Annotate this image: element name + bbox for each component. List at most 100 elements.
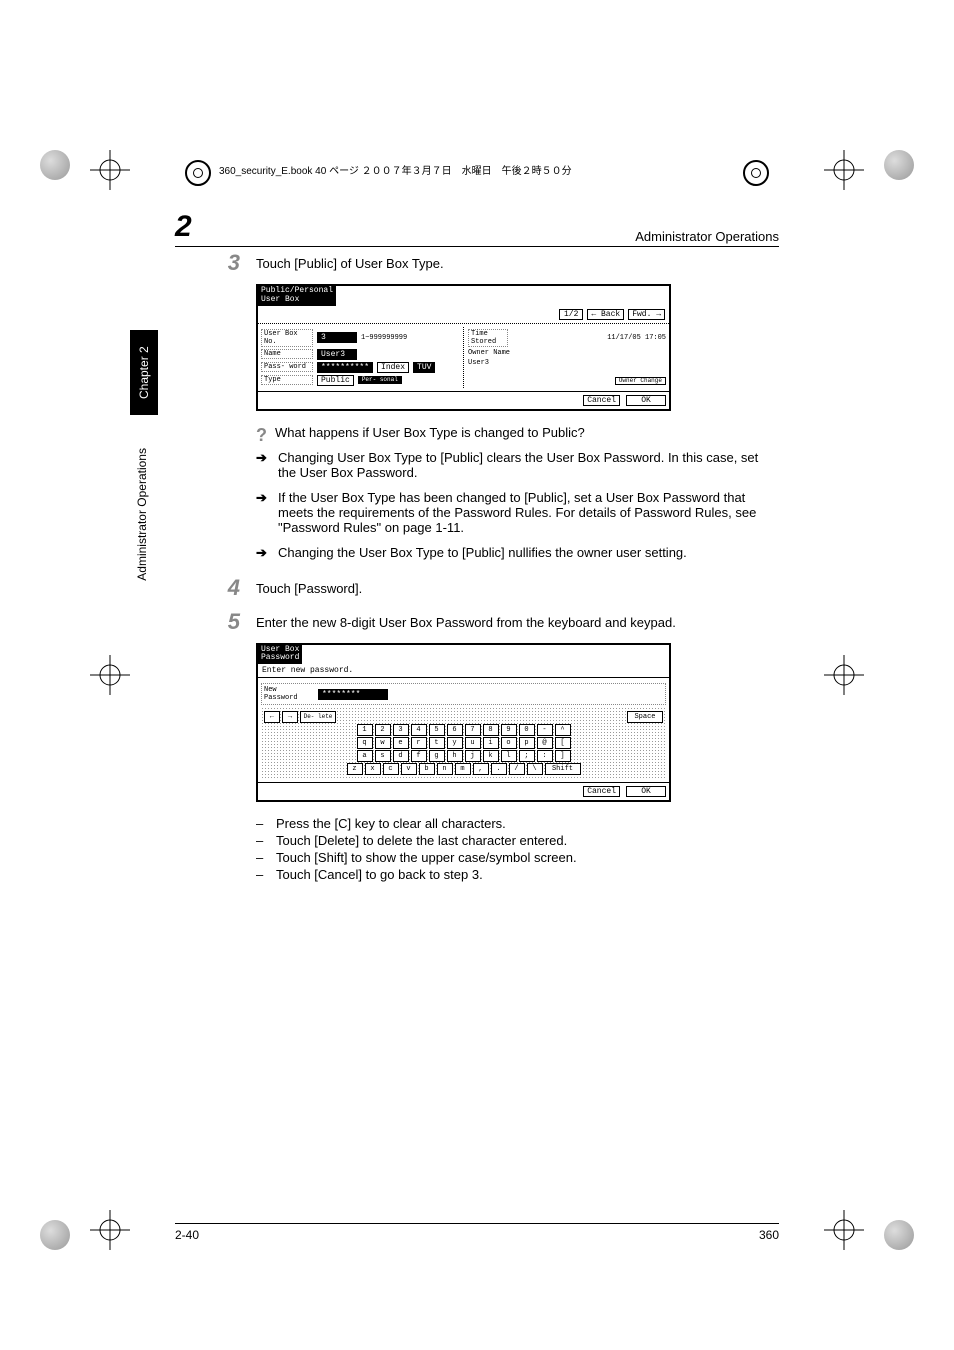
screen-subtitle: Enter new password. [258, 664, 669, 678]
keyboard-key[interactable]: s [375, 750, 391, 762]
password-entry-screen: User BoxPassword Enter new password. New… [256, 643, 671, 803]
boxno-range: 1~999999999 [361, 334, 407, 342]
keyboard-key[interactable]: 9 [501, 724, 517, 736]
cancel-button[interactable]: Cancel [583, 395, 620, 406]
keyboard-key[interactable]: b [419, 763, 435, 775]
keyboard-key[interactable]: x [365, 763, 381, 775]
index-button[interactable]: Index [377, 362, 409, 373]
keyboard-key[interactable]: o [501, 737, 517, 749]
keyboard-key[interactable]: e [393, 737, 409, 749]
ok-button[interactable]: OK [626, 395, 666, 406]
list-item: Touch [Shift] to show the upper case/sym… [276, 850, 577, 865]
keyboard-key[interactable]: 5 [429, 724, 445, 736]
keyboard-key[interactable]: ^ [555, 724, 571, 736]
dash-icon: – [256, 833, 266, 848]
keyboard-key[interactable]: 8 [483, 724, 499, 736]
userbox-type-screen: Public/PersonalUser Box 1/2 ← Back Fwd. … [256, 284, 671, 411]
chapter-tab-label: Chapter 2 [137, 346, 151, 399]
keyboard-key[interactable]: j [465, 750, 481, 762]
keyboard-key[interactable]: : [537, 750, 553, 762]
keyboard-key[interactable]: i [483, 737, 499, 749]
crop-mark [90, 655, 130, 695]
newpassword-field[interactable]: ******** [318, 689, 388, 700]
keyboard-key[interactable]: 1 [357, 724, 373, 736]
step-text: Touch [Public] of User Box Type. [256, 250, 779, 276]
keyboard-key[interactable]: z [347, 763, 363, 775]
ok-button[interactable]: OK [626, 786, 666, 797]
keyboard-key[interactable]: . [491, 763, 507, 775]
keyboard-key[interactable]: c [383, 763, 399, 775]
keyboard-key[interactable]: d [393, 750, 409, 762]
keyboard-key[interactable]: p [519, 737, 535, 749]
keyboard-key[interactable]: n [437, 763, 453, 775]
crop-mark [824, 655, 864, 695]
arrow-icon: ➔ [256, 490, 270, 535]
keyboard-key[interactable]: 0 [519, 724, 535, 736]
keyboard-key[interactable]: / [509, 763, 525, 775]
dash-icon: – [256, 867, 266, 882]
keyboard-key[interactable]: , [473, 763, 489, 775]
personal-button[interactable]: Per- sonal [358, 376, 402, 384]
space-key[interactable]: Space [627, 711, 663, 723]
keyboard-key[interactable]: [ [555, 737, 571, 749]
keyboard-key[interactable]: y [447, 737, 463, 749]
keyboard-key[interactable]: 2 [375, 724, 391, 736]
corner-dot [884, 150, 914, 180]
name-label: Name [261, 349, 313, 359]
name-value[interactable]: User3 [317, 349, 357, 360]
timestored-value: 11/17/05 17:05 [512, 334, 666, 342]
keyboard-key[interactable]: g [429, 750, 445, 762]
keyboard-key[interactable]: q [357, 737, 373, 749]
keyboard-key[interactable]: a [357, 750, 373, 762]
password-value[interactable]: ********** [317, 362, 373, 373]
file-info: 360_security_E.book 40 ページ ２００７年３月７日 水曜日… [219, 162, 688, 177]
step-number: 5 [220, 609, 240, 635]
fwd-button[interactable]: Fwd. → [628, 309, 665, 320]
keyboard-key[interactable]: u [465, 737, 481, 749]
crop-mark [824, 1210, 864, 1250]
keyboard-key[interactable]: @ [537, 737, 553, 749]
footer-left: 2-40 [175, 1228, 199, 1242]
owner-change-button[interactable]: Owner Change [615, 377, 666, 385]
newpassword-label: New Password [264, 686, 314, 702]
keyboard-key[interactable]: t [429, 737, 445, 749]
arrow-right-key[interactable]: → [282, 711, 298, 723]
content-area: 3 Touch [Public] of User Box Type. Publi… [220, 250, 779, 1210]
keyboard-key[interactable]: 7 [465, 724, 481, 736]
answer-text: If the User Box Type has been changed to… [278, 490, 779, 535]
dash-icon: – [256, 850, 266, 865]
keyboard-key[interactable]: l [501, 750, 517, 762]
shift-key[interactable]: Shift [545, 763, 581, 775]
question-icon: ? [256, 425, 267, 446]
list-item: Touch [Cancel] to go back to step 3. [276, 867, 483, 882]
keyboard-key[interactable]: w [375, 737, 391, 749]
keyboard-key[interactable]: ] [555, 750, 571, 762]
page-frame: 360_security_E.book 40 ページ ２００７年３月７日 水曜日… [130, 150, 824, 1250]
ownername-value: User3 [468, 359, 489, 367]
keyboard-key[interactable]: 4 [411, 724, 427, 736]
keyboard-key[interactable]: \ [527, 763, 543, 775]
keyboard-key[interactable]: 6 [447, 724, 463, 736]
keyboard-key[interactable]: r [411, 737, 427, 749]
cancel-button[interactable]: Cancel [583, 786, 620, 797]
back-button[interactable]: ← Back [587, 309, 624, 320]
keyboard-key[interactable]: ; [519, 750, 535, 762]
crop-mark [90, 150, 130, 190]
keyboard-key[interactable]: m [455, 763, 471, 775]
keyboard-key[interactable]: v [401, 763, 417, 775]
keyboard-key[interactable]: h [447, 750, 463, 762]
arrow-left-key[interactable]: ← [264, 711, 280, 723]
keyboard-key[interactable]: f [411, 750, 427, 762]
corner-dot [40, 150, 70, 180]
keyboard-key[interactable]: 3 [393, 724, 409, 736]
delete-key[interactable]: De- lete [300, 711, 336, 723]
binder-ring-icon [185, 160, 211, 186]
public-button[interactable]: Public [317, 375, 354, 386]
dash-icon: – [256, 816, 266, 831]
boxno-value[interactable]: 3 [317, 332, 357, 343]
keyboard-key[interactable]: k [483, 750, 499, 762]
step-number: 3 [220, 250, 240, 276]
step-text: Touch [Password]. [256, 575, 779, 601]
keyboard-key[interactable]: - [537, 724, 553, 736]
tuv-button[interactable]: TUV [413, 362, 435, 373]
